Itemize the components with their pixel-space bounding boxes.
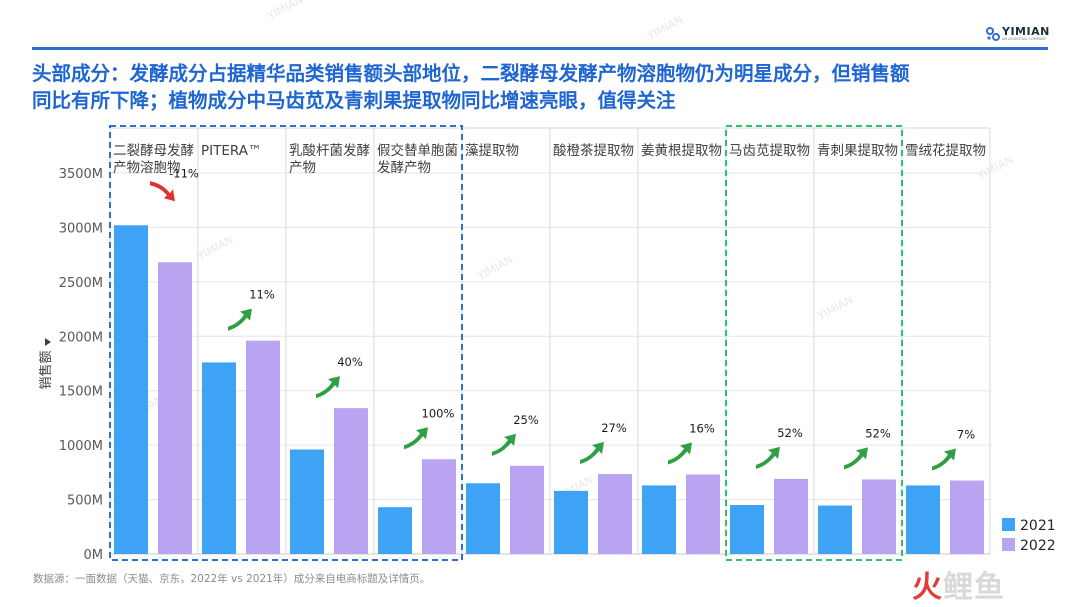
category-label: 产物 [289,160,316,176]
watermark-text-2: YIMIAN [194,233,235,263]
growth-label: 11% [249,288,275,302]
footer-brand-char-1: 火 [912,570,943,605]
watermark-text-3: YIMIAN [474,253,515,283]
growth-arrow-up-icon [492,433,516,456]
y-tick-label: 2000M [59,330,103,345]
growth-arrow-up-icon [932,448,956,471]
category-label: 藻提取物 [465,143,519,159]
watermark-text-4: YIMIAN [814,293,855,323]
bar-2022 [950,480,984,554]
highlight-box-1 [725,125,903,561]
growth-arrow-up-icon [668,442,692,465]
bar-2022 [246,340,280,554]
y-axis-title: 销售额 [38,350,54,389]
growth-label: 100% [422,406,455,420]
category-label: 姜黄根提取物 [641,143,722,159]
growth-label: 27% [601,421,627,435]
footer-brand-char-3: 鱼 [974,570,1005,605]
growth-label: 7% [957,428,975,442]
growth-arrow-down-icon [150,181,175,202]
watermark-text-0: YIMIAN [264,0,305,23]
category-label: 发酵产物 [377,160,431,176]
header-rule [32,47,1048,50]
growth-label: 16% [689,422,715,436]
bar-2021 [730,505,764,554]
logo-subtext: AN ASCENTIAL COMPANY [1002,37,1046,41]
category-label: 青刺果提取物 [817,143,898,159]
category-label: 假交替单胞菌 [377,142,458,159]
bar-2022 [686,474,720,554]
y-tick-label: 500M [67,494,103,509]
growth-label: 52% [777,426,803,440]
category-label: 二裂酵母发酵 [113,143,194,159]
category-label: PITERA™ [201,143,261,159]
bar-2021 [378,507,412,554]
y-tick-label: 2500M [59,276,103,291]
source-note: 数据源：一面数据（天猫、京东，2022年 vs 2021年）成分来自电商标题及详… [33,573,431,585]
bar-2022 [334,408,368,554]
category-label: 产物溶胞物 [113,160,181,176]
yimian-logo: YIMIAN AN ASCENTIAL COMPANY [985,24,1065,44]
growth-arrow-up-icon [580,441,604,464]
bar-2022 [510,465,544,554]
y-tick-label: 0M [84,548,104,563]
category-label: 马齿苋提取物 [729,143,810,159]
bar-2022 [862,479,896,554]
y-tick-label: 1000M [59,439,103,454]
legend-label: 2022 [1020,538,1056,554]
bar-2022 [774,478,808,554]
bar-2022 [158,262,192,554]
bar-2021 [466,483,500,554]
watermark-text-1: YIMIAN [644,13,685,43]
page-title: 头部成分：发酵成分占据精华品类销售额头部地位，二裂酵母发酵产物溶胞物仍为明星成分… [32,60,1052,114]
yimian-logo-icon [986,27,1000,41]
growth-arrow-up-icon [404,427,428,450]
growth-label: -11% [169,166,199,180]
y-tick-label: 3500M [59,167,103,182]
legend-swatch-2021 [1002,518,1015,531]
category-label: 酸橙茶提取物 [553,143,634,159]
growth-label: 52% [865,426,891,440]
growth-label: 25% [513,413,539,427]
bar-2021 [642,485,676,554]
bar-2022 [422,459,456,554]
bar-2021 [114,225,148,554]
bar-2021 [290,449,324,554]
bar-2021 [818,505,852,554]
title-line-1: 头部成分：发酵成分占据精华品类销售额头部地位，二裂酵母发酵产物溶胞物仍为明星成分… [32,62,910,85]
highlight-box-0 [109,125,463,561]
category-label: 雪绒花提取物 [905,143,986,159]
growth-arrow-up-icon [228,308,252,331]
y-tick-label: 3000M [59,221,103,236]
footer-brand-char-2: 鲤 [943,570,974,605]
bar-2021 [906,485,940,554]
growth-arrow-up-icon [844,447,868,470]
legend-label: 2021 [1020,518,1056,534]
y-tick-label: 1500M [59,385,103,400]
growth-arrow-up-icon [316,376,340,399]
bar-2021 [202,362,236,554]
logo-text: YIMIAN [1002,25,1050,38]
sort-arrow-icon [45,338,51,346]
growth-arrow-up-icon [756,446,780,469]
footer-brand-logo: 火鲤鱼 [912,562,1005,606]
bar-2022 [598,473,632,554]
bar-2021 [554,490,588,554]
category-label: 乳酸杆菌发酵 [289,143,370,159]
legend-swatch-2022 [1002,538,1015,551]
growth-label: 40% [337,355,363,369]
title-line-2: 同比有所下降；植物成分中马齿苋及青刺果提取物同比增速亮眼，值得关注 [32,89,676,112]
